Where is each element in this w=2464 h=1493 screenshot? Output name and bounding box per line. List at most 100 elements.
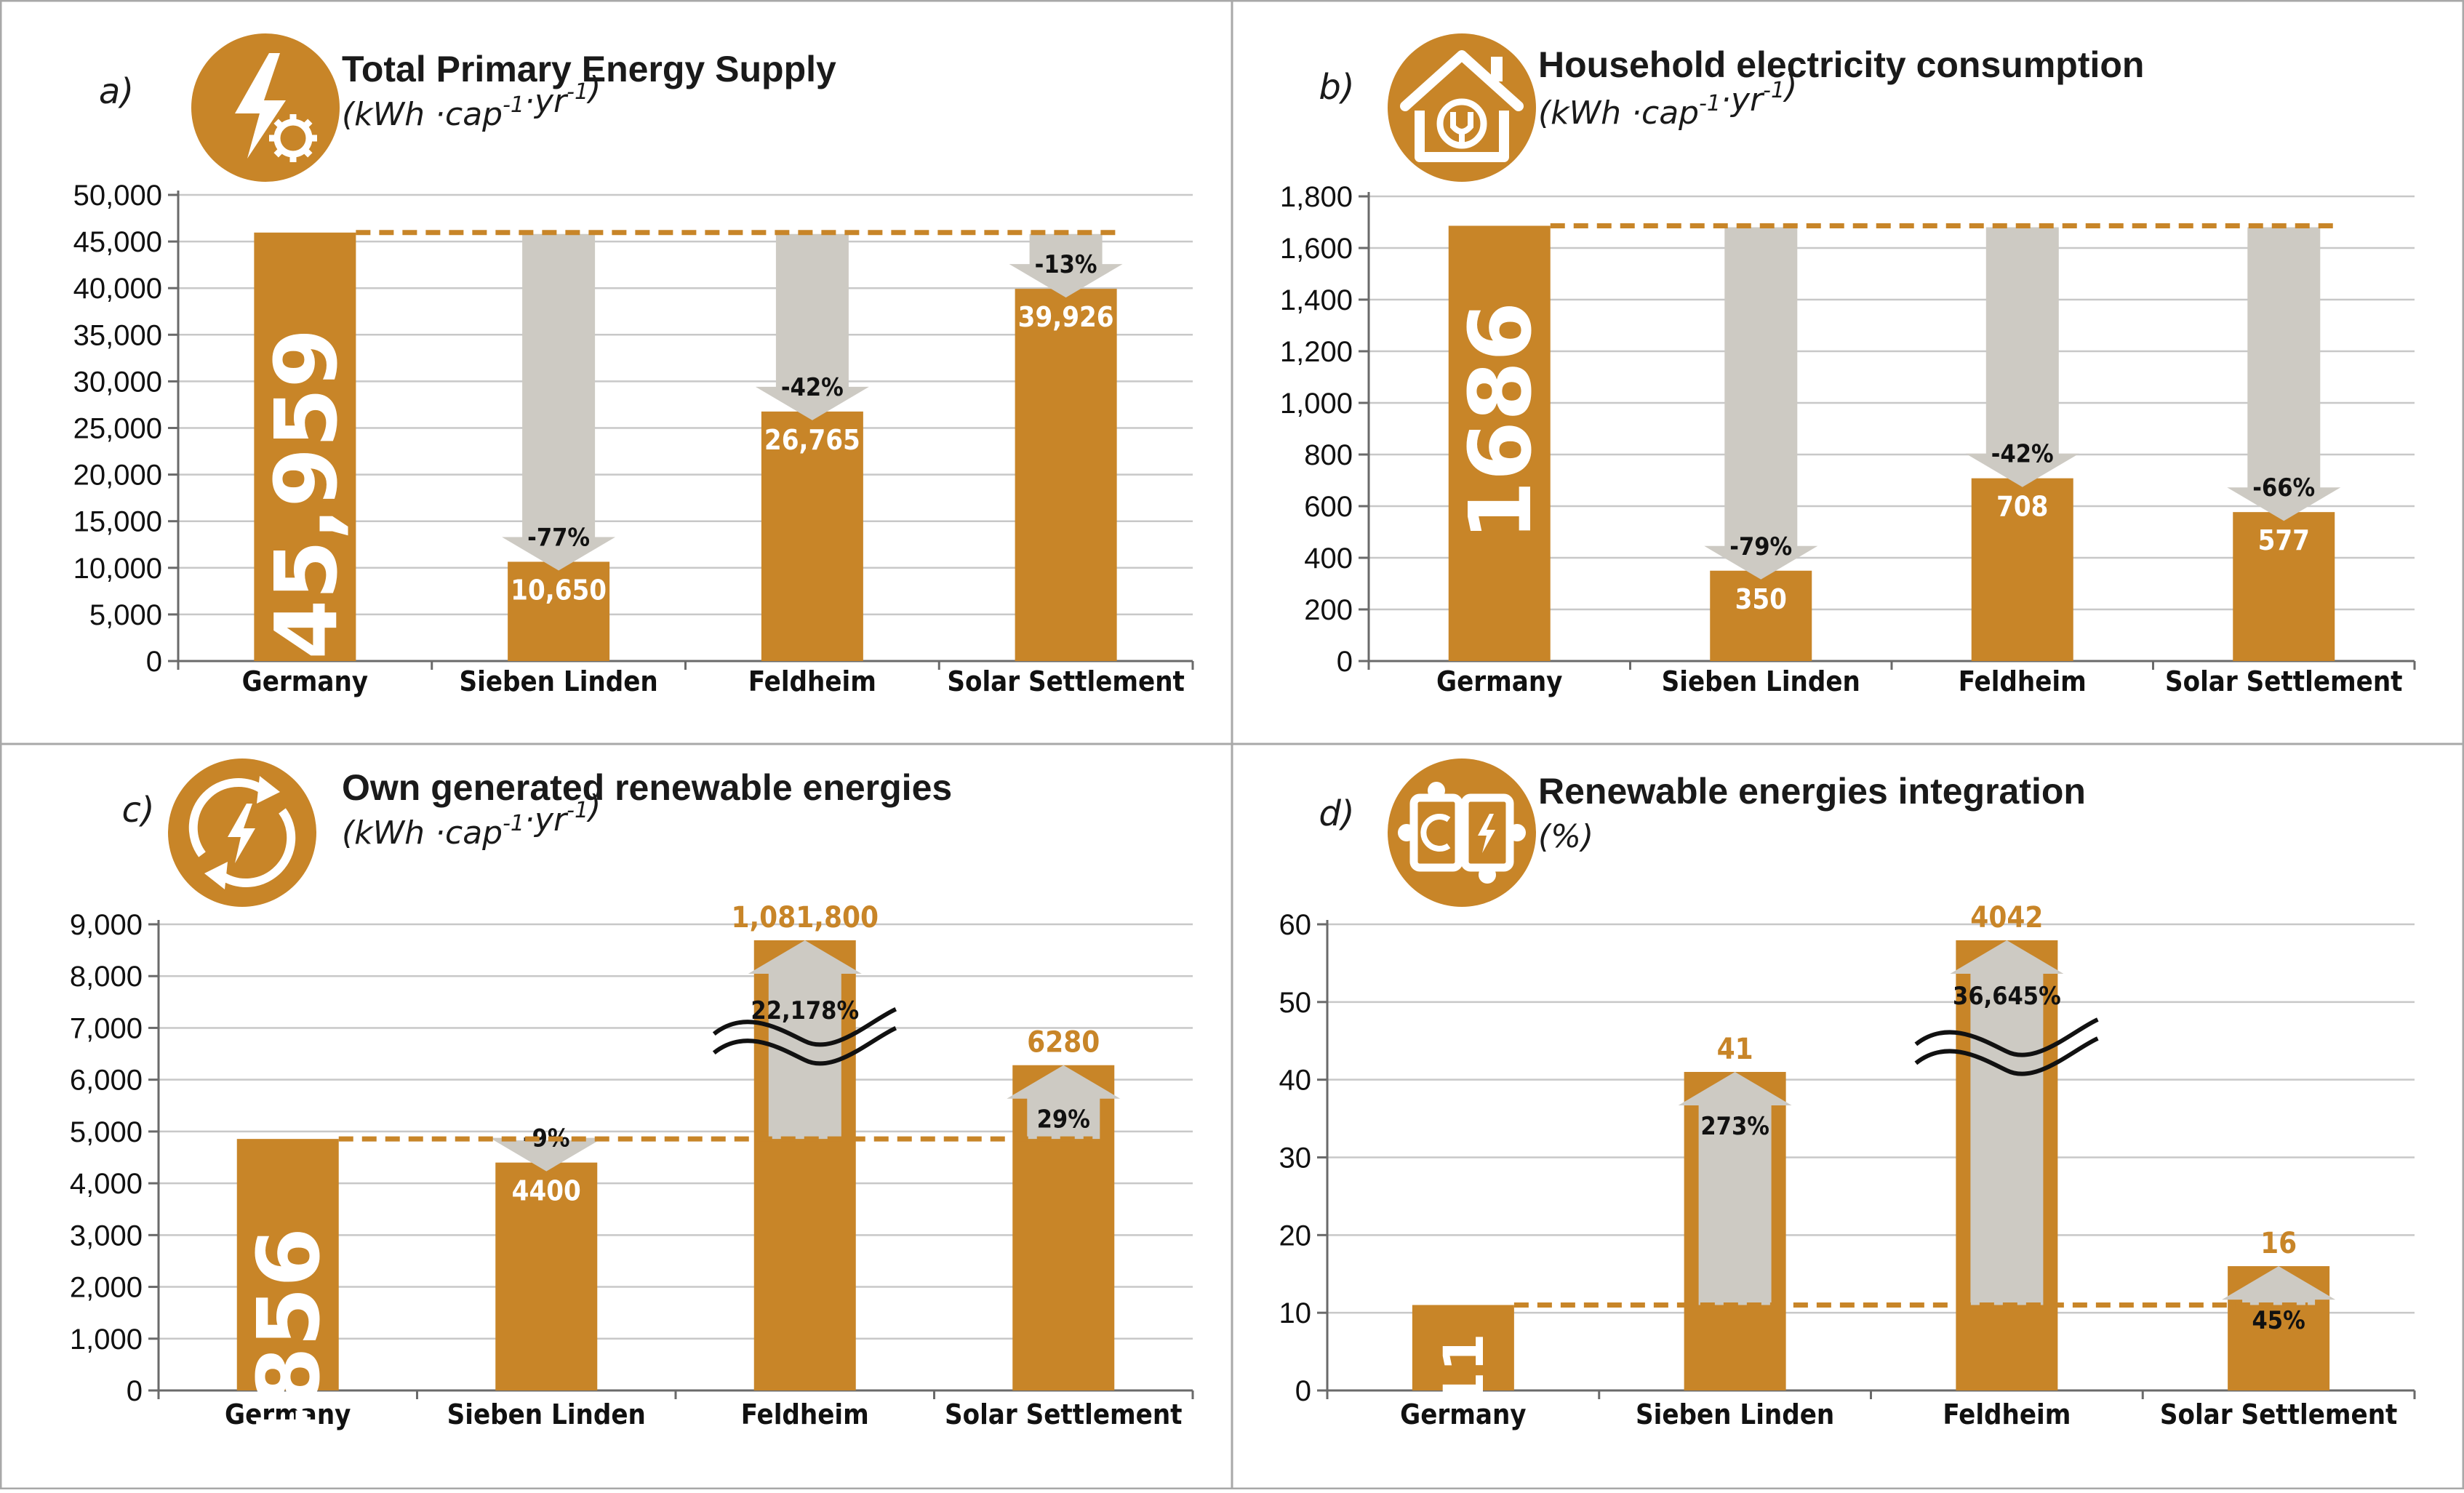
increase-arrow — [1007, 1065, 1121, 1140]
reduction-arrow — [502, 233, 616, 571]
y-tick-label: 1,000 — [70, 1324, 143, 1356]
axis-break-line — [712, 1006, 897, 1047]
value-label: 41 — [1717, 1033, 1753, 1066]
lightning-bolt — [228, 804, 255, 863]
y-tick-label: 1,600 — [1280, 233, 1353, 265]
unit-text: ·yr — [524, 801, 569, 838]
puzzle-knob — [1508, 824, 1526, 841]
chart-unit: (kWh ·cap-1·yr-1) — [342, 70, 601, 133]
y-tick-label: 45,000 — [73, 226, 162, 258]
bar-germany — [1448, 225, 1551, 662]
axis-break-line — [1914, 1017, 2099, 1057]
increase-arrow — [1678, 1072, 1792, 1305]
panel-d: d) Renewable energies integration (%) 0 10 20… — [1279, 758, 2416, 1430]
bar-solar-settlement — [1015, 289, 1117, 661]
y-tick-label: 0 — [1337, 646, 1353, 678]
value-label: 4856 — [239, 1228, 339, 1466]
y-tick-label: 4,000 — [70, 1168, 143, 1200]
bar-sieben-linden — [508, 561, 610, 661]
change-label: -13% — [1035, 250, 1097, 279]
x-tick-label: Solar Settlement — [2160, 1398, 2398, 1430]
x-tick-label: Germany — [1400, 1398, 1526, 1430]
change-label: -79% — [1729, 532, 1792, 561]
panel-label: a) — [99, 71, 134, 112]
y-tick-label: 1,000 — [1280, 388, 1353, 420]
unit-superscript: -1 — [1699, 91, 1721, 116]
change-label: 273% — [1700, 1112, 1769, 1141]
x-tick-label: Germany — [1436, 665, 1562, 697]
change-label: -42% — [781, 373, 844, 402]
plug-body — [1450, 112, 1473, 135]
increase-arrow — [2222, 1266, 2336, 1305]
x-tick-label: Solar Settlement — [947, 665, 1185, 697]
value-label: 10,650 — [511, 574, 607, 606]
bar-germany — [254, 232, 356, 661]
unit-text: ) — [1783, 68, 1797, 105]
unit-text: (kWh ·cap — [1538, 95, 1699, 132]
y-tick-label: 50,000 — [73, 180, 162, 212]
unit-text: ) — [586, 70, 601, 107]
gear-tooth — [302, 147, 313, 158]
bar-solar-settlement — [2233, 512, 2335, 661]
panel-b: b)Household electricity consumption(kWh … — [1280, 33, 2416, 697]
x-tick-label: Solar Settlement — [945, 1398, 1183, 1430]
gear-tooth — [273, 119, 284, 129]
bar-sieben-linden — [495, 1162, 598, 1390]
y-tick-label: 7,000 — [70, 1012, 143, 1044]
y-tick-label: 0 — [1295, 1375, 1311, 1407]
y-tick-label: 1,400 — [1280, 284, 1353, 316]
y-tick-label: 15,000 — [73, 506, 162, 538]
bar-germany — [236, 1139, 339, 1390]
value-label: 45,959 — [256, 328, 356, 659]
unit-text: ·yr — [1721, 81, 1765, 119]
y-tick-label: 60 — [1279, 909, 1312, 941]
cycle-arc-upper — [188, 778, 267, 857]
reduction-arrow — [489, 1137, 604, 1172]
y-tick-label: 10 — [1279, 1297, 1312, 1329]
x-tick-label: Sieben Linden — [459, 665, 657, 697]
axis-break-line — [712, 1025, 897, 1066]
reduction-arrow — [2227, 227, 2341, 521]
y-tick-label: 30,000 — [73, 366, 162, 398]
lightning-bolt — [1478, 814, 1495, 853]
x-tick-label: Solar Settlement — [2165, 665, 2403, 697]
bar-feldheim — [761, 411, 863, 661]
reduction-arrow — [1704, 227, 1818, 580]
chart-title: Total Primary Energy Supply — [342, 49, 836, 89]
unit-superscript: -1 — [503, 92, 524, 118]
chart-title: Own generated renewable energies — [342, 767, 952, 808]
reduction-arrow — [755, 233, 869, 420]
house-roof — [1400, 50, 1524, 111]
x-tick-label: Feldheim — [748, 665, 876, 697]
y-tick-label: 9,000 — [70, 909, 143, 941]
house-walls — [1415, 111, 1509, 162]
chart-unit: (kWh ·cap-1·yr-1) — [1538, 68, 1797, 132]
panel-label: d) — [1319, 793, 1354, 834]
value-label: 577 — [2258, 524, 2310, 556]
panel-label: b) — [1319, 67, 1354, 108]
change-label: 45% — [2252, 1306, 2305, 1335]
change-label: -77% — [527, 523, 590, 552]
y-tick-label: 20,000 — [73, 460, 162, 492]
reduction-arrow — [1009, 233, 1123, 298]
value-label: 26,765 — [764, 424, 860, 456]
cycle-arrowhead-lower — [204, 862, 228, 889]
y-tick-label: 25,000 — [73, 413, 162, 445]
axis-break-line — [1914, 1036, 2099, 1076]
panel-a: a) Total Primary Energy Supply(kWh ·cap-1… — [73, 33, 1194, 697]
change-label: 22,178% — [751, 996, 859, 1025]
y-tick-label: 8,000 — [70, 961, 143, 993]
y-tick-label: 600 — [1304, 491, 1353, 523]
puzzle-knob — [1479, 866, 1496, 884]
reduction-arrow — [1965, 227, 2079, 487]
value-label: 350 — [1735, 583, 1787, 615]
unit-superscript: -1 — [503, 811, 524, 836]
cycle-arrowhead-upper — [257, 776, 280, 804]
change-label: 29% — [1037, 1105, 1090, 1134]
value-label: 39,926 — [1018, 301, 1114, 333]
puzzle-knob — [1428, 782, 1445, 799]
value-label: 708 — [1996, 491, 2048, 523]
y-tick-label: 30 — [1279, 1142, 1312, 1174]
